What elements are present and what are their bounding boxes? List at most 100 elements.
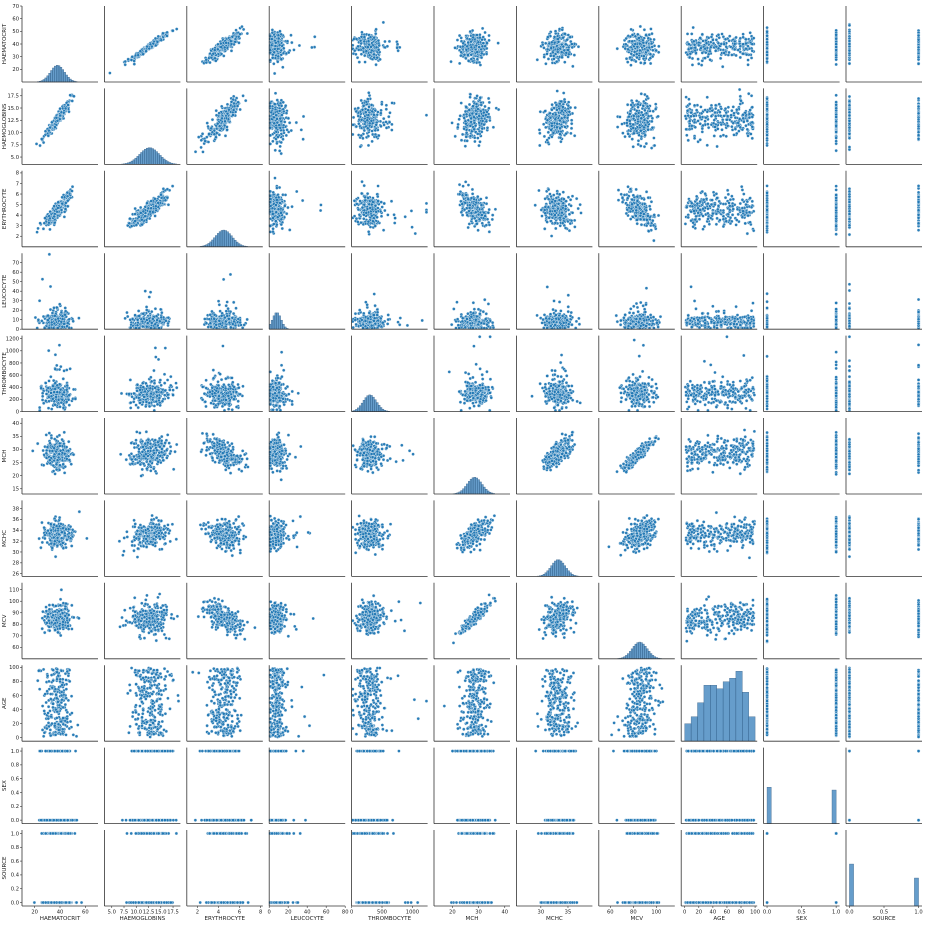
scatter-point: [480, 56, 483, 59]
panel-haemoglobins-vs-mchc: [516, 88, 592, 164]
scatter-point: [630, 28, 633, 31]
scatter-point: [647, 37, 650, 40]
scatter-point: [278, 30, 281, 33]
histogram-bar: [64, 72, 66, 82]
scatter-point: [156, 40, 159, 43]
scatter-point: [272, 116, 275, 119]
scatter-point: [488, 39, 491, 42]
scatter-point: [739, 37, 742, 40]
scatter-point: [171, 29, 174, 32]
scatter-point: [207, 125, 210, 128]
scatter-point: [139, 50, 142, 53]
scatter-point: [222, 54, 225, 57]
scatter-point: [274, 149, 277, 152]
scatter-point: [561, 36, 564, 39]
scatter-point: [453, 46, 456, 49]
scatter-point: [374, 32, 377, 35]
scatter-point: [564, 43, 567, 46]
scatter-point: [484, 45, 487, 48]
y-tick-label: 12.5: [7, 118, 19, 124]
scatter-point: [160, 39, 163, 42]
scatter-point: [468, 103, 471, 106]
scatter-point: [201, 150, 204, 153]
scatter-point: [557, 38, 560, 41]
histogram-bar: [150, 148, 152, 165]
scatter-point: [461, 133, 464, 136]
scatter-point: [360, 35, 363, 38]
scatter-point: [571, 46, 574, 49]
scatter-point: [64, 107, 67, 110]
scatter-point: [379, 58, 382, 61]
scatter-point: [295, 121, 298, 124]
scatter-point: [646, 49, 649, 52]
scatter-point: [538, 144, 541, 147]
scatter-point: [752, 37, 755, 40]
scatter-point: [635, 56, 638, 59]
scatter-point: [216, 48, 219, 51]
scatter-point: [225, 41, 228, 44]
scatter-point: [233, 105, 236, 108]
scatter-point: [460, 101, 463, 104]
scatter-point: [542, 123, 545, 126]
histogram-bar: [137, 156, 139, 164]
scatter-point: [374, 129, 377, 132]
scatter-point: [697, 44, 700, 47]
scatter-point: [382, 117, 385, 120]
scatter-point: [464, 122, 467, 125]
histogram-bar: [66, 75, 68, 82]
y-tick-label: 50: [12, 29, 19, 35]
scatter-point: [483, 38, 486, 41]
scatter-point: [127, 58, 130, 61]
scatter-point: [536, 58, 539, 61]
y-axis-label-haematocrit: HAEMATOCRIT: [2, 23, 8, 64]
scatter-point: [55, 116, 58, 119]
scatter-point: [476, 136, 479, 139]
scatter-point: [715, 45, 718, 48]
panel-haematocrit-vs-age: [681, 6, 757, 82]
scatter-point: [465, 131, 468, 134]
scatter-point: [385, 126, 388, 129]
scatter-point: [733, 48, 736, 51]
scatter-point: [154, 37, 157, 40]
scatter-point: [477, 144, 480, 147]
scatter-point: [375, 46, 378, 49]
scatter-point: [551, 51, 554, 54]
y-tick-label: 40: [12, 42, 19, 48]
scatter-point: [709, 50, 712, 53]
scatter-point: [367, 40, 370, 43]
histogram-bar: [135, 158, 137, 164]
panel-haematocrit-vs-haematocrit: 203040506070HAEMATOCRIT: [2, 4, 98, 82]
scatter-point: [218, 112, 221, 115]
scatter-point: [270, 38, 273, 41]
scatter-point: [475, 61, 478, 64]
scatter-point: [547, 131, 550, 134]
scatter-point: [40, 137, 43, 140]
scatter-point: [634, 60, 637, 63]
scatter-point: [425, 114, 428, 117]
scatter-point: [470, 46, 473, 49]
scatter-point: [374, 63, 377, 66]
scatter-point: [468, 108, 471, 111]
scatter-point: [571, 65, 574, 68]
scatter-point: [224, 134, 227, 137]
scatter-point: [131, 55, 134, 58]
scatter-point: [497, 108, 500, 111]
y-tick-label: 30: [12, 54, 19, 60]
scatter-point: [459, 114, 462, 117]
scatter-point: [398, 46, 401, 49]
scatter-point: [458, 118, 461, 121]
scatter-point: [385, 108, 388, 111]
scatter-point: [371, 110, 374, 113]
scatter-point: [279, 117, 282, 120]
scatter-point: [626, 48, 629, 51]
scatter-point: [480, 103, 483, 106]
scatter-point: [357, 107, 360, 110]
scatter-point: [200, 139, 203, 142]
scatter-point: [541, 43, 544, 46]
scatter-point: [287, 51, 290, 54]
scatter-point: [917, 34, 920, 37]
scatter-point: [690, 47, 693, 50]
scatter-point: [468, 38, 471, 41]
scatter-point: [357, 48, 360, 51]
scatter-point: [355, 110, 358, 113]
